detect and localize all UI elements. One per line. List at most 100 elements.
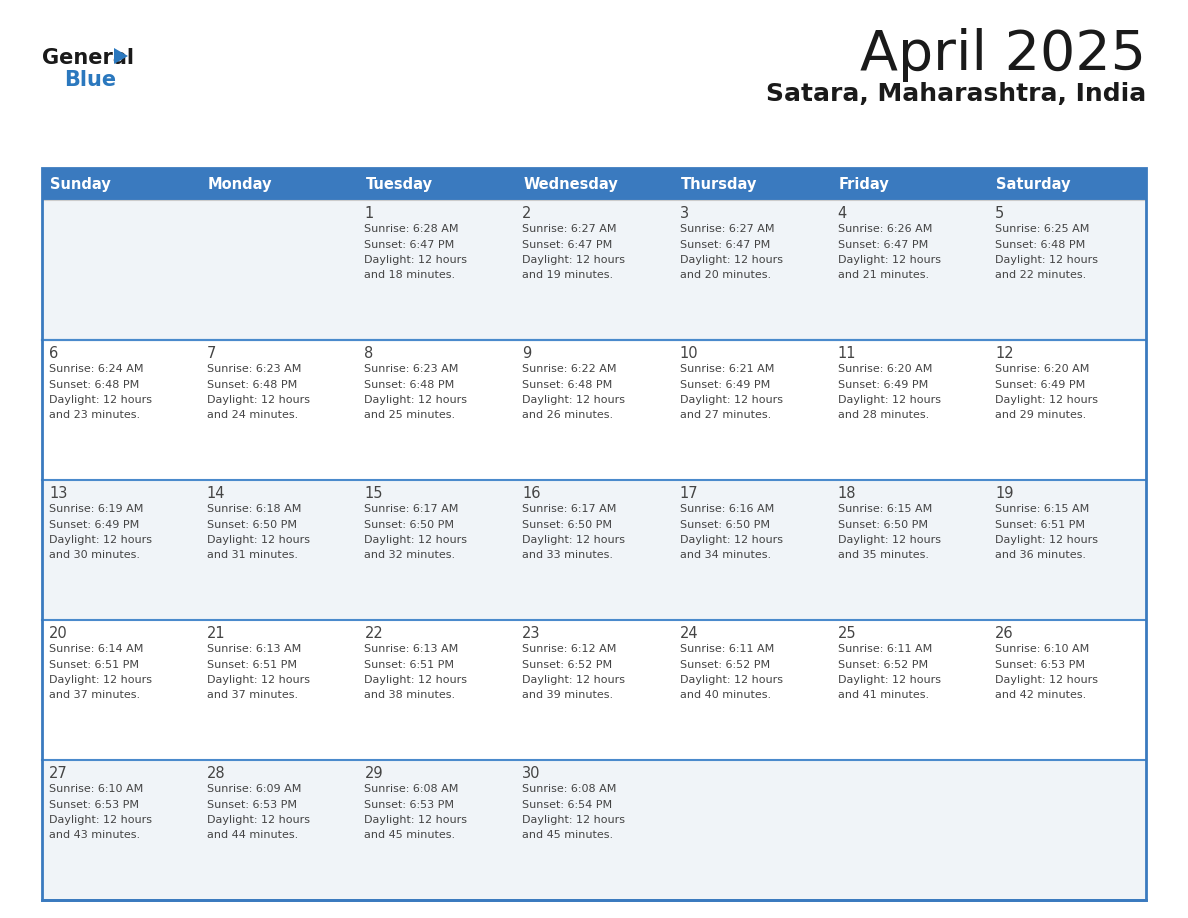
Text: 23: 23 bbox=[523, 626, 541, 641]
Bar bbox=[830, 620, 988, 760]
Text: Sunrise: 6:25 AM: Sunrise: 6:25 AM bbox=[996, 224, 1089, 234]
Text: Daylight: 12 hours: Daylight: 12 hours bbox=[365, 395, 467, 405]
Text: Sunset: 6:51 PM: Sunset: 6:51 PM bbox=[207, 659, 297, 669]
Text: Sunset: 6:52 PM: Sunset: 6:52 PM bbox=[838, 659, 928, 669]
Text: Sunset: 6:52 PM: Sunset: 6:52 PM bbox=[680, 659, 770, 669]
Text: and 28 minutes.: and 28 minutes. bbox=[838, 410, 929, 420]
Text: 27: 27 bbox=[49, 766, 68, 781]
Text: Wednesday: Wednesday bbox=[523, 176, 618, 192]
Text: Sunrise: 6:23 AM: Sunrise: 6:23 AM bbox=[207, 364, 301, 374]
Text: 12: 12 bbox=[996, 346, 1013, 361]
Text: and 26 minutes.: and 26 minutes. bbox=[523, 410, 613, 420]
Bar bbox=[672, 760, 830, 900]
Text: Sunrise: 6:28 AM: Sunrise: 6:28 AM bbox=[365, 224, 459, 234]
Text: Sunrise: 6:08 AM: Sunrise: 6:08 AM bbox=[523, 784, 617, 794]
Bar bbox=[830, 760, 988, 900]
Text: and 36 minutes.: and 36 minutes. bbox=[996, 551, 1086, 561]
Bar bbox=[988, 480, 1146, 620]
Text: and 32 minutes.: and 32 minutes. bbox=[365, 551, 455, 561]
Text: Daylight: 12 hours: Daylight: 12 hours bbox=[996, 395, 1098, 405]
Text: and 27 minutes.: and 27 minutes. bbox=[680, 410, 771, 420]
Text: and 20 minutes.: and 20 minutes. bbox=[680, 271, 771, 281]
Text: Sunset: 6:47 PM: Sunset: 6:47 PM bbox=[523, 240, 612, 250]
Bar bbox=[200, 760, 358, 900]
Text: 9: 9 bbox=[523, 346, 531, 361]
Text: Daylight: 12 hours: Daylight: 12 hours bbox=[838, 675, 941, 685]
Text: Daylight: 12 hours: Daylight: 12 hours bbox=[680, 255, 783, 265]
Text: and 41 minutes.: and 41 minutes. bbox=[838, 690, 929, 700]
Text: 10: 10 bbox=[680, 346, 699, 361]
Bar bbox=[830, 340, 988, 480]
Text: and 25 minutes.: and 25 minutes. bbox=[365, 410, 455, 420]
Bar bbox=[516, 340, 672, 480]
Bar bbox=[830, 480, 988, 620]
Text: Sunrise: 6:16 AM: Sunrise: 6:16 AM bbox=[680, 504, 775, 514]
Bar bbox=[672, 480, 830, 620]
Text: and 44 minutes.: and 44 minutes. bbox=[207, 831, 298, 841]
Bar bbox=[42, 760, 200, 900]
Text: Daylight: 12 hours: Daylight: 12 hours bbox=[680, 675, 783, 685]
Text: Sunset: 6:47 PM: Sunset: 6:47 PM bbox=[838, 240, 928, 250]
Text: Sunrise: 6:13 AM: Sunrise: 6:13 AM bbox=[365, 644, 459, 654]
Text: Daylight: 12 hours: Daylight: 12 hours bbox=[996, 535, 1098, 545]
Text: Blue: Blue bbox=[64, 70, 116, 90]
Text: and 24 minutes.: and 24 minutes. bbox=[207, 410, 298, 420]
Text: Daylight: 12 hours: Daylight: 12 hours bbox=[365, 815, 467, 825]
Polygon shape bbox=[114, 48, 128, 64]
Bar bbox=[988, 168, 1146, 200]
Text: Sunset: 6:47 PM: Sunset: 6:47 PM bbox=[365, 240, 455, 250]
Bar bbox=[672, 168, 830, 200]
Text: Sunset: 6:53 PM: Sunset: 6:53 PM bbox=[996, 659, 1086, 669]
Text: Sunset: 6:52 PM: Sunset: 6:52 PM bbox=[523, 659, 612, 669]
Text: Sunset: 6:49 PM: Sunset: 6:49 PM bbox=[996, 379, 1086, 389]
Text: Sunrise: 6:15 AM: Sunrise: 6:15 AM bbox=[996, 504, 1089, 514]
Text: and 22 minutes.: and 22 minutes. bbox=[996, 271, 1087, 281]
Bar bbox=[988, 620, 1146, 760]
Text: Sunset: 6:51 PM: Sunset: 6:51 PM bbox=[996, 520, 1086, 530]
Text: Daylight: 12 hours: Daylight: 12 hours bbox=[207, 395, 310, 405]
Bar bbox=[42, 168, 200, 200]
Text: Sunset: 6:47 PM: Sunset: 6:47 PM bbox=[680, 240, 770, 250]
Text: and 18 minutes.: and 18 minutes. bbox=[365, 271, 455, 281]
Text: 13: 13 bbox=[49, 486, 68, 501]
Text: Satara, Maharashtra, India: Satara, Maharashtra, India bbox=[766, 82, 1146, 106]
Text: Sunrise: 6:26 AM: Sunrise: 6:26 AM bbox=[838, 224, 931, 234]
Text: Sunset: 6:53 PM: Sunset: 6:53 PM bbox=[49, 800, 139, 810]
Text: 8: 8 bbox=[365, 346, 374, 361]
Text: and 30 minutes.: and 30 minutes. bbox=[49, 551, 140, 561]
Bar bbox=[830, 200, 988, 340]
Text: and 42 minutes.: and 42 minutes. bbox=[996, 690, 1087, 700]
Bar bbox=[42, 340, 200, 480]
Bar bbox=[200, 480, 358, 620]
Text: and 33 minutes.: and 33 minutes. bbox=[523, 551, 613, 561]
Text: 30: 30 bbox=[523, 766, 541, 781]
Bar bbox=[200, 620, 358, 760]
Text: Sunrise: 6:23 AM: Sunrise: 6:23 AM bbox=[365, 364, 459, 374]
Text: 26: 26 bbox=[996, 626, 1013, 641]
Text: Sunrise: 6:20 AM: Sunrise: 6:20 AM bbox=[838, 364, 931, 374]
Text: Daylight: 12 hours: Daylight: 12 hours bbox=[49, 395, 152, 405]
Text: 21: 21 bbox=[207, 626, 226, 641]
Text: Daylight: 12 hours: Daylight: 12 hours bbox=[838, 535, 941, 545]
Text: Sunrise: 6:18 AM: Sunrise: 6:18 AM bbox=[207, 504, 301, 514]
Text: 25: 25 bbox=[838, 626, 857, 641]
Bar bbox=[42, 200, 200, 340]
Text: Sunrise: 6:10 AM: Sunrise: 6:10 AM bbox=[49, 784, 144, 794]
Bar bbox=[672, 200, 830, 340]
Text: Sunrise: 6:10 AM: Sunrise: 6:10 AM bbox=[996, 644, 1089, 654]
Text: Sunset: 6:48 PM: Sunset: 6:48 PM bbox=[207, 379, 297, 389]
Text: Sunset: 6:50 PM: Sunset: 6:50 PM bbox=[207, 520, 297, 530]
Text: and 29 minutes.: and 29 minutes. bbox=[996, 410, 1087, 420]
Text: and 23 minutes.: and 23 minutes. bbox=[49, 410, 140, 420]
Text: Daylight: 12 hours: Daylight: 12 hours bbox=[996, 675, 1098, 685]
Text: 11: 11 bbox=[838, 346, 857, 361]
Text: Daylight: 12 hours: Daylight: 12 hours bbox=[365, 255, 467, 265]
Bar bbox=[988, 200, 1146, 340]
Text: Sunrise: 6:19 AM: Sunrise: 6:19 AM bbox=[49, 504, 144, 514]
Text: Monday: Monday bbox=[208, 176, 272, 192]
Text: 6: 6 bbox=[49, 346, 58, 361]
Text: General: General bbox=[42, 48, 134, 68]
Text: Sunrise: 6:14 AM: Sunrise: 6:14 AM bbox=[49, 644, 144, 654]
Text: Daylight: 12 hours: Daylight: 12 hours bbox=[680, 535, 783, 545]
Bar bbox=[516, 168, 672, 200]
